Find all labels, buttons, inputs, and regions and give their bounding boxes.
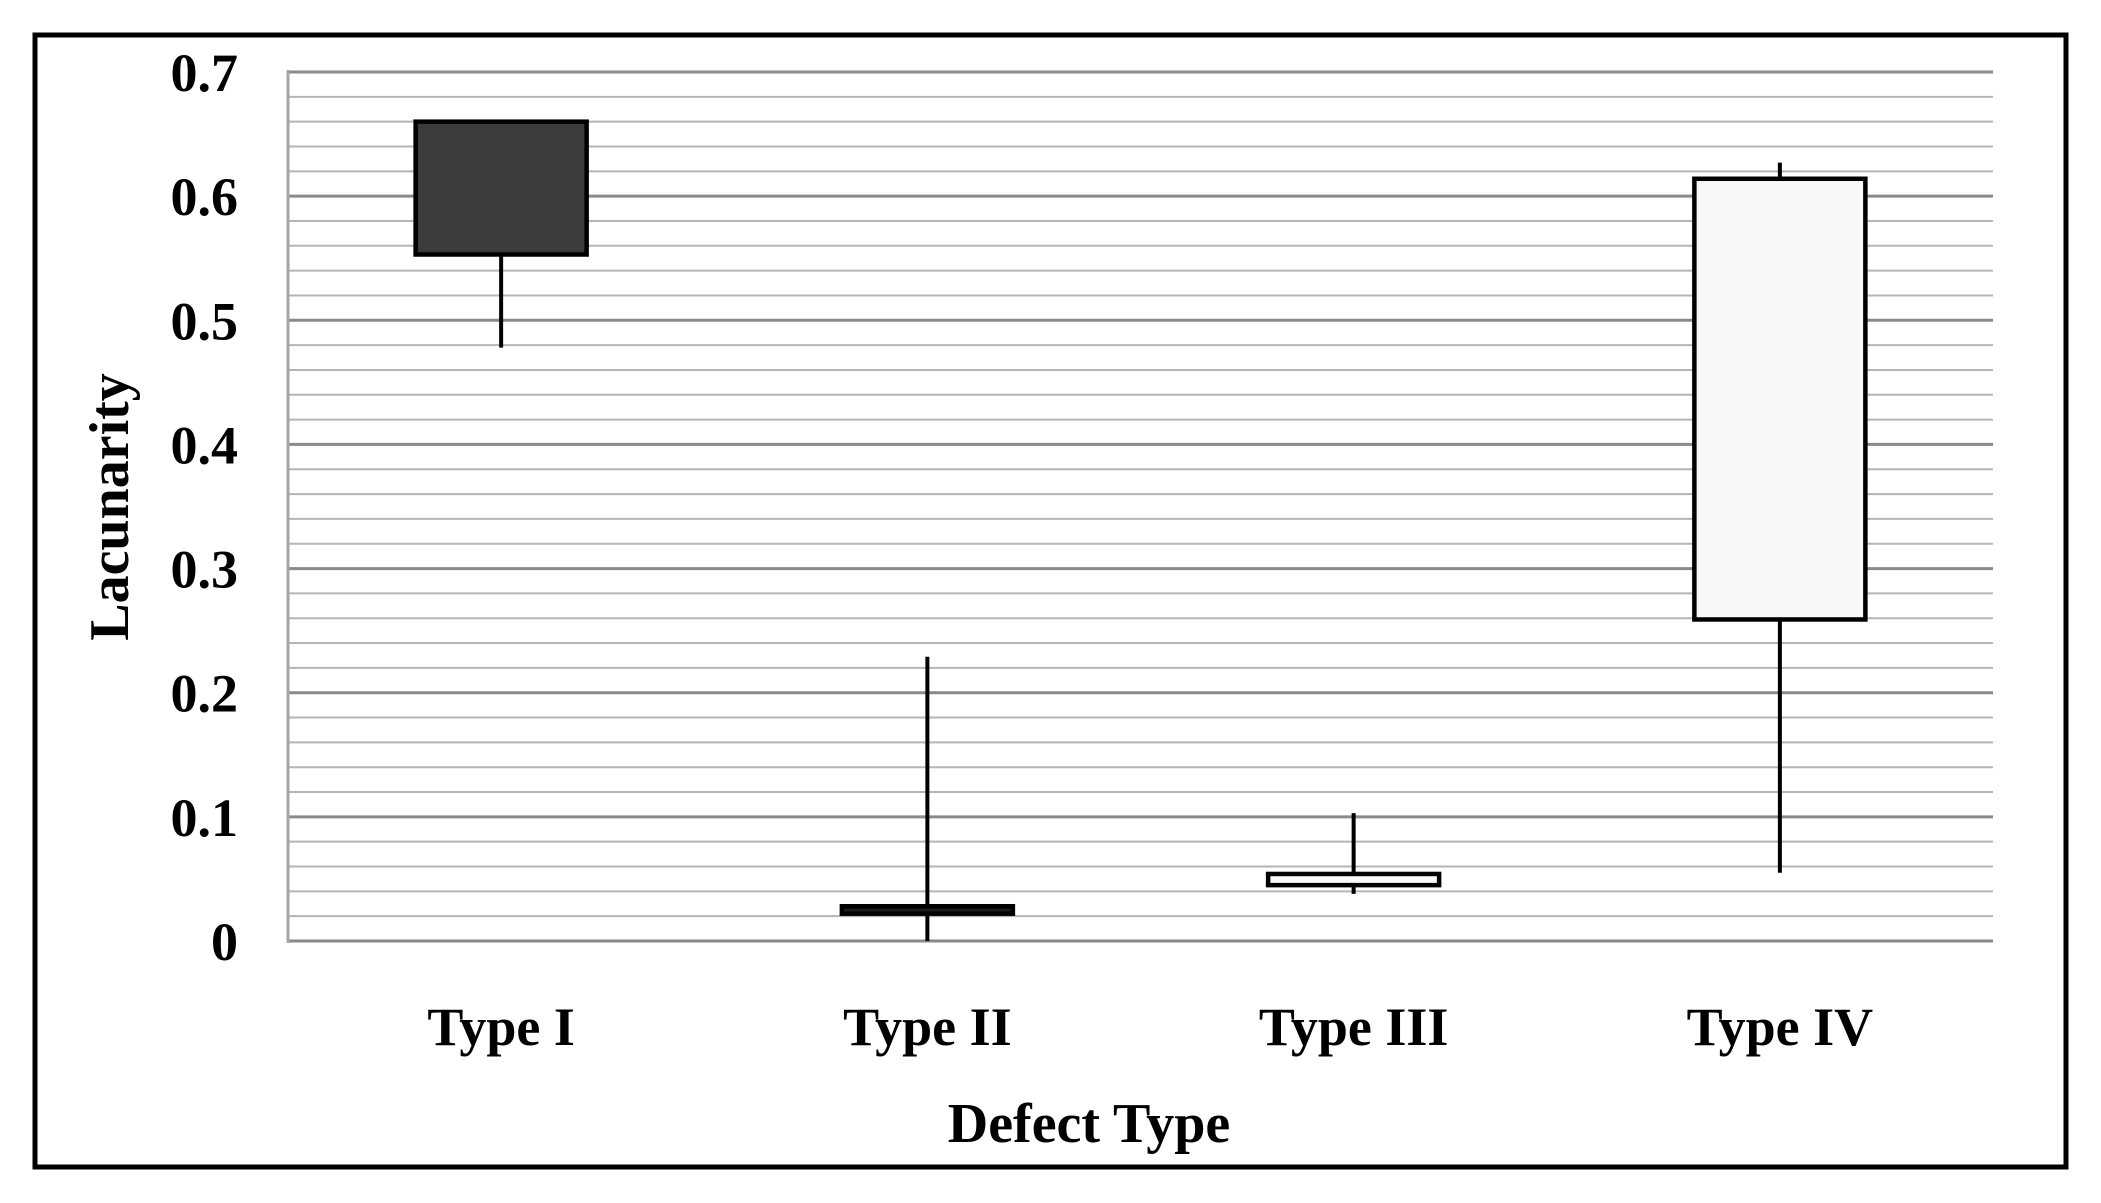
y-axis-title: Lacunarity [79, 373, 141, 641]
category-labels-group: Type I Type II Type III Type IV [427, 997, 1873, 1057]
y-tick-label: 0.6 [171, 167, 239, 227]
y-tick-label: 0.5 [171, 291, 239, 351]
box-whisker-group [413, 119, 1868, 941]
category-label-type-ii: Type II [843, 997, 1012, 1057]
box-type-iv [1692, 176, 1868, 622]
box-type-ii [839, 903, 1016, 916]
y-tick-label: 0.3 [171, 540, 239, 600]
y-tick-label: 0.2 [171, 664, 239, 724]
y-tick-label: 0.1 [171, 788, 239, 848]
y-tick-label: 0 [211, 912, 238, 972]
category-label-type-iv: Type IV [1687, 997, 1874, 1057]
box-type-iii [1265, 871, 1442, 888]
x-axis-title: Defect Type [948, 1093, 1231, 1155]
category-label-type-i: Type I [427, 997, 575, 1057]
y-tick-labels-group: 0 0.1 0.2 0.3 0.4 0.5 0.6 0.7 [171, 43, 239, 972]
category-label-type-iii: Type III [1259, 997, 1449, 1057]
box-type-i [413, 119, 589, 257]
y-tick-label: 0.4 [171, 415, 239, 475]
y-tick-label: 0.7 [171, 43, 239, 103]
gridlines-group [288, 70, 1993, 943]
